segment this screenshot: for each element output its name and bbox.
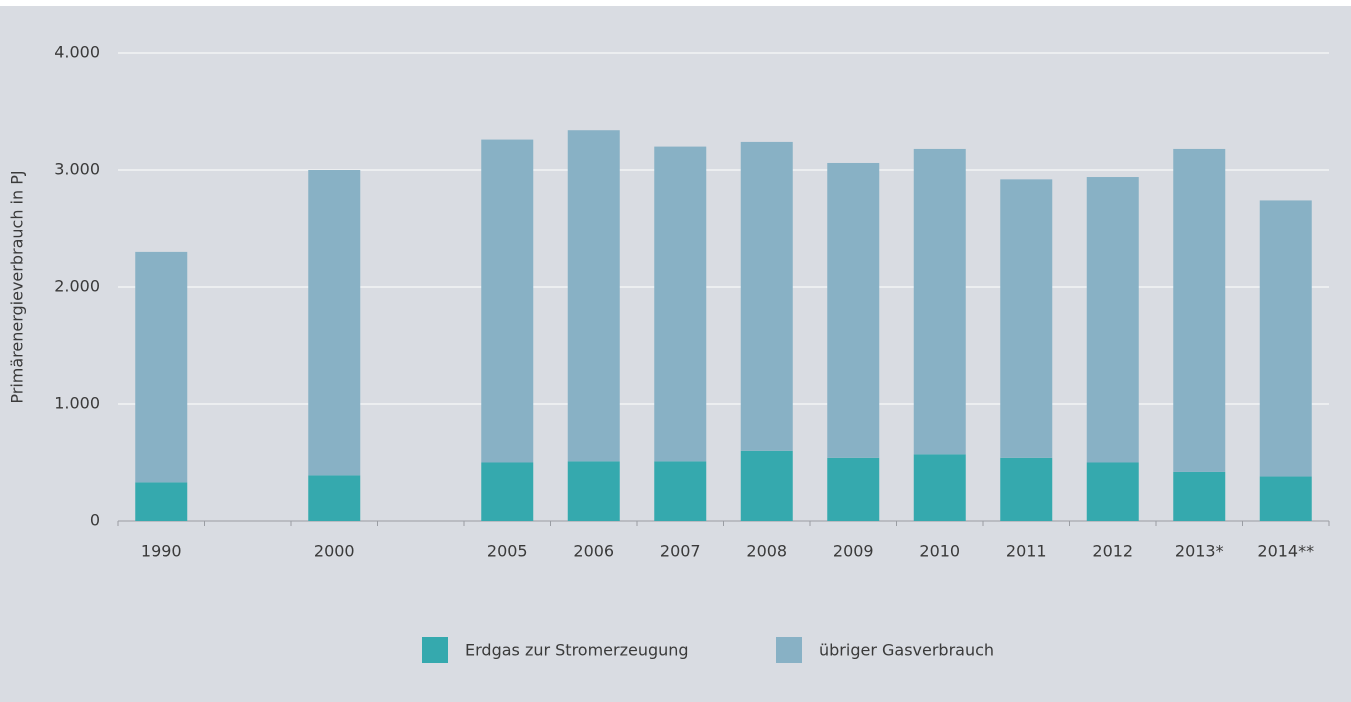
bar-segment	[740, 450, 793, 521]
bar-segment	[135, 251, 188, 483]
bar-segment	[654, 146, 707, 462]
x-tick-label: 2011	[1006, 542, 1047, 561]
bar-segment	[1000, 179, 1053, 458]
bar-segment	[481, 139, 534, 463]
bar-segment	[1173, 148, 1226, 472]
bar-segment	[1086, 462, 1139, 521]
x-tick-label: 1990	[141, 542, 182, 561]
x-tick-label: 2014**	[1257, 542, 1314, 561]
bar-segment	[1086, 177, 1139, 463]
bar-segment	[654, 461, 707, 521]
bar-segment	[308, 170, 361, 476]
x-tick-label: 2006	[573, 542, 614, 561]
x-tick-label: 2009	[833, 542, 874, 561]
bar-segment	[1259, 476, 1312, 521]
x-tick-label: 2008	[746, 542, 787, 561]
y-tick-label: 2.000	[54, 277, 100, 296]
y-tick-label: 3.000	[54, 160, 100, 179]
bar-segment	[827, 457, 880, 521]
bar-segment	[913, 454, 966, 521]
y-tick-label: 0	[90, 511, 100, 530]
bar-segment	[135, 482, 188, 521]
bar-segment	[913, 148, 966, 455]
top-strip	[0, 0, 1351, 6]
bar-segment	[1259, 200, 1312, 477]
bar-segment	[567, 130, 620, 462]
x-tick-label: 2005	[487, 542, 528, 561]
legend-swatch	[422, 637, 448, 663]
y-tick-label: 4.000	[54, 43, 100, 62]
bar-segment	[740, 141, 793, 451]
y-axis-label: Primärenergieverbrauch in PJ	[8, 170, 27, 403]
bar-segment	[827, 162, 880, 458]
y-tick-label: 1.000	[54, 394, 100, 413]
bar-segment	[308, 475, 361, 521]
bar-segment	[1173, 471, 1226, 521]
legend-label: Erdgas zur Stromerzeugung	[465, 641, 689, 660]
x-tick-label: 2012	[1092, 542, 1133, 561]
bar-segment	[481, 462, 534, 521]
x-tick-label: 2007	[660, 542, 701, 561]
x-tick-label: 2013*	[1175, 542, 1224, 561]
legend-label: übriger Gasverbrauch	[819, 641, 994, 660]
x-tick-label: 2000	[314, 542, 355, 561]
bar-segment	[1000, 457, 1053, 521]
bar-segment	[567, 461, 620, 521]
legend-swatch	[776, 637, 802, 663]
x-tick-label: 2010	[919, 542, 960, 561]
